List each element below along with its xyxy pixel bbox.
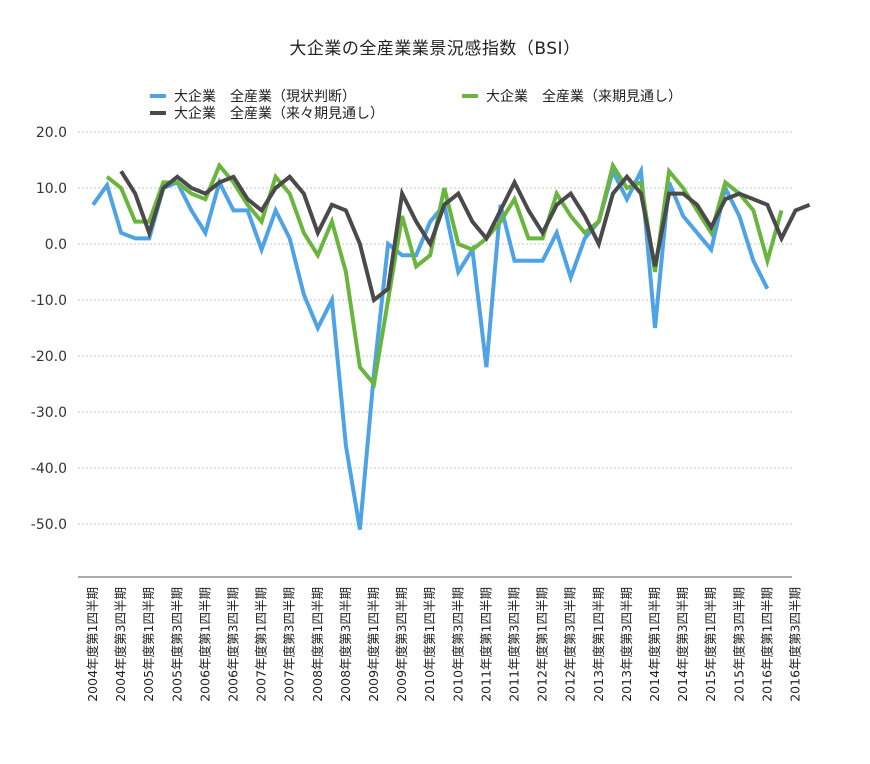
y-tick-label: -30.0 [31, 405, 67, 421]
y-tick-label: -10.0 [31, 293, 67, 309]
grid-lines [78, 131, 792, 525]
legend-item-next-term: 大企業 全産業（来期見通し） [462, 87, 682, 105]
x-tick-label: 2008年度第1四半期 [310, 587, 325, 702]
series-line-current [91, 164, 770, 530]
x-tick-label: 2004年度第3四半期 [113, 587, 128, 702]
x-tick-label: 2009年度第3四半期 [394, 587, 409, 702]
x-tick-label: 2007年度第1四半期 [254, 587, 269, 702]
legend-swatch-term-after-next [150, 111, 166, 115]
x-tick-label: 2006年度第1四半期 [197, 587, 212, 702]
y-tick-label: 0.0 [45, 237, 67, 253]
y-axis-ticks: 20.0 10.0 0.0 -10.0 -20.0 -30.0 -40.0 -50.0 [31, 125, 67, 533]
x-tick-label: 2013年度第3四半期 [619, 587, 634, 702]
x-tick-label: 2012年度第1四半期 [535, 587, 550, 702]
x-tick-label: 2013年度第1四半期 [591, 587, 606, 702]
x-tick-label: 2010年度第3四半期 [450, 587, 465, 702]
legend-label-next-term: 大企業 全産業（来期見通し） [486, 89, 682, 105]
legend-swatch-next-term [462, 94, 478, 98]
y-tick-label: -50.0 [31, 517, 67, 533]
y-tick-label: 20.0 [36, 125, 67, 141]
x-tick-label: 2011年度第1四半期 [478, 587, 493, 702]
legend-swatch-current [150, 94, 166, 98]
x-tick-label: 2007年度第3四半期 [282, 587, 297, 702]
x-tick-label: 2014年度第3四半期 [675, 587, 690, 702]
series-lines [91, 160, 811, 530]
chart-title: 大企業の全産業業景況感指数（BSI） [289, 39, 581, 59]
x-tick-label: 2015年度第3四半期 [731, 587, 746, 702]
x-tick-label: 2010年度第1四半期 [422, 587, 437, 702]
y-tick-label: -20.0 [31, 349, 67, 365]
x-tick-label: 2004年度第1四半期 [85, 587, 100, 702]
x-tick-label: 2006年度第3四半期 [226, 587, 241, 702]
series-line-next-term [105, 160, 784, 389]
x-axis-ticks: 2004年度第1四半期 2004年度第3四半期 2005年度第1四半期 2005年度第… [85, 587, 803, 702]
y-tick-label: 10.0 [36, 181, 67, 197]
x-tick-label: 2005年度第3四半期 [169, 587, 184, 702]
legend-label-current: 大企業 全産業（現状判断） [174, 89, 356, 105]
x-tick-label: 2014年度第1四半期 [647, 587, 662, 702]
x-tick-label: 2011年度第3四半期 [507, 587, 522, 702]
x-tick-label: 2005年度第1四半期 [141, 587, 156, 702]
legend-item-current: 大企業 全産業（現状判断） [150, 87, 356, 105]
x-tick-label: 2016年度第1四半期 [759, 587, 774, 702]
x-tick-label: 2012年度第3四半期 [563, 587, 578, 702]
legend-label-term-after-next: 大企業 全産業（来々期見通し） [174, 106, 384, 122]
x-tick-label: 2008年度第3四半期 [338, 587, 353, 702]
legend-item-term-after-next: 大企業 全産業（来々期見通し） [150, 104, 384, 122]
x-tick-label: 2015年度第1四半期 [703, 587, 718, 702]
series-line-term-after-next [119, 170, 811, 304]
y-tick-label: -40.0 [31, 461, 67, 477]
x-tick-label: 2009年度第1四半期 [366, 587, 381, 702]
x-tick-label: 2016年度第3四半期 [788, 587, 803, 702]
